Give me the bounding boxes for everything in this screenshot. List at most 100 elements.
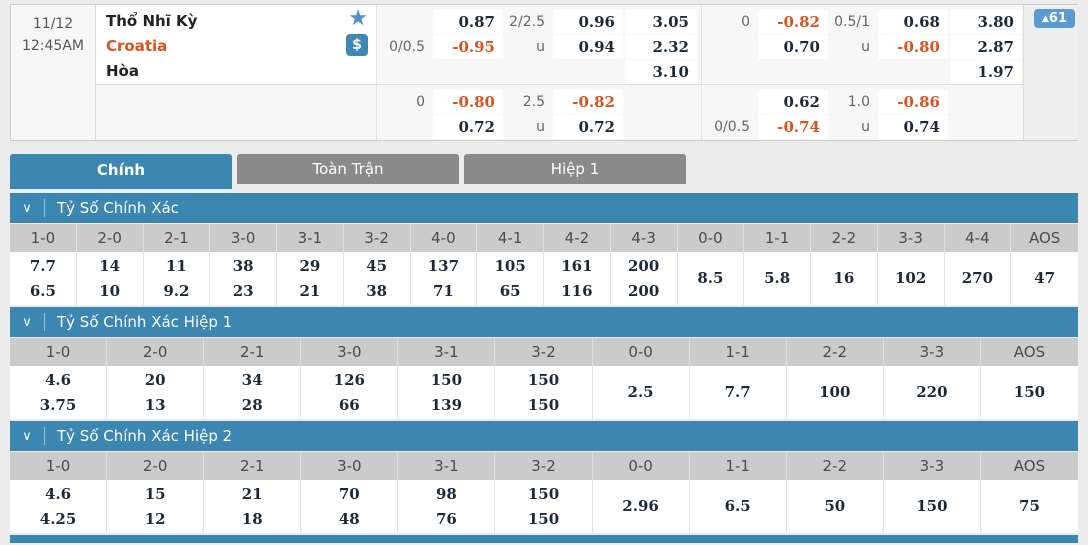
score-odds-cell[interactable]: 270 bbox=[944, 252, 1012, 305]
odds-value: 7.7 bbox=[29, 256, 56, 275]
section-header[interactable]: ∨ Tỷ Số Chính Xác Hiệp 1 bbox=[10, 307, 1078, 337]
score-odds-cell[interactable]: 100 bbox=[786, 366, 884, 419]
odds-value: 200 bbox=[627, 281, 660, 300]
score-odds-cell[interactable]: 8.5 bbox=[677, 252, 745, 305]
odds-value: 21 bbox=[299, 281, 321, 300]
odds-value: 21 bbox=[241, 484, 263, 503]
over-under-odds[interactable]: -0.80 bbox=[878, 34, 948, 59]
score-odds-cell[interactable]: 150 150 bbox=[495, 480, 593, 533]
handicap-label: 0/0.5 bbox=[714, 118, 750, 135]
score-odds-cell[interactable]: 34 28 bbox=[204, 366, 302, 419]
over-under-label: u bbox=[861, 38, 870, 55]
score-odds-cell[interactable]: 16 bbox=[811, 252, 878, 305]
one-x-two-odds[interactable]: 3.80 bbox=[950, 9, 1022, 34]
score-odds-cell[interactable]: 137 71 bbox=[410, 252, 478, 305]
score-odds-cell[interactable]: 161 116 bbox=[544, 252, 611, 305]
score-odds-cell[interactable]: 75 bbox=[980, 480, 1078, 533]
score-col-header: 3-2 bbox=[343, 224, 411, 252]
over-under-label: u bbox=[536, 118, 545, 135]
handicap-odds[interactable]: -0.74 bbox=[758, 114, 828, 139]
score-odds-cell[interactable]: 98 76 bbox=[398, 480, 496, 533]
home-team[interactable]: Thổ Nhĩ Kỳ bbox=[106, 12, 198, 30]
chevron-down-icon[interactable]: ∨ bbox=[22, 200, 32, 216]
score-odds-cell[interactable]: 38 23 bbox=[210, 252, 277, 305]
score-odds-cell[interactable]: 7.7 bbox=[689, 366, 787, 419]
section-header[interactable]: ∨ Tỷ Số Chính Xác bbox=[10, 193, 1078, 223]
score-odds-cell[interactable]: 150 bbox=[980, 366, 1078, 419]
score-value-row: 4.6 4.25 15 12 21 18 70 48 98 76 150 150 2.96 6.5 50 15… bbox=[10, 480, 1078, 533]
odds-value: 23 bbox=[232, 281, 254, 300]
score-odds-cell[interactable]: 20 13 bbox=[107, 366, 205, 419]
match-main: Thổ Nhĩ Kỳ Croatia Hòa ★ $ 0.87 2/2.5 0.96… bbox=[96, 5, 1023, 140]
handicap-odds[interactable]: -0.95 bbox=[433, 34, 503, 59]
score-odds-cell[interactable]: 200 200 bbox=[610, 252, 678, 305]
score-odds-cell[interactable]: 2.96 bbox=[592, 480, 690, 533]
score-odds-cell[interactable]: 5.8 bbox=[744, 252, 811, 305]
one-x-two-odds[interactable]: 1.97 bbox=[950, 59, 1022, 84]
score-odds-cell[interactable]: 4.6 4.25 bbox=[10, 480, 108, 533]
score-odds-cell[interactable]: 150 150 bbox=[495, 366, 593, 419]
odds-row: 0/0.5 -0.74 u 0.74 bbox=[702, 114, 1023, 139]
chevron-down-icon[interactable]: ∨ bbox=[22, 428, 32, 444]
odds-value: 4.25 bbox=[39, 509, 77, 528]
score-odds-cell[interactable]: 105 65 bbox=[477, 252, 544, 305]
odds-value: 102 bbox=[894, 269, 927, 287]
odds-value: 137 bbox=[427, 256, 460, 275]
score-odds-cell[interactable]: 29 21 bbox=[277, 252, 344, 305]
score-odds-cell[interactable]: 7.7 6.5 bbox=[10, 252, 77, 305]
handicap-odds[interactable]: 0.70 bbox=[758, 34, 828, 59]
over-under-odds[interactable]: -0.82 bbox=[553, 89, 623, 114]
handicap-odds[interactable]: -0.82 bbox=[758, 9, 828, 34]
one-x-two-odds[interactable]: 2.87 bbox=[950, 34, 1022, 59]
handicap-odds[interactable]: 0.87 bbox=[433, 9, 503, 34]
over-under-odds[interactable]: 0.96 bbox=[553, 9, 623, 34]
score-col-header: 0-0 bbox=[592, 452, 690, 480]
odds-value: 14 bbox=[99, 256, 121, 275]
handicap-odds[interactable]: 0.72 bbox=[433, 114, 503, 139]
score-header-row: 1-0 2-0 2-1 3-0 3-1 3-2 0-0 1-1 2-2 3-3 AOS bbox=[10, 338, 1078, 366]
tab-chinh[interactable]: Chính bbox=[10, 154, 232, 189]
odds-change-badge[interactable]: ▲61 bbox=[1033, 9, 1075, 28]
score-odds-cell[interactable]: 220 bbox=[883, 366, 981, 419]
score-odds-cell[interactable]: 47 bbox=[1011, 252, 1078, 305]
favorite-star-icon[interactable]: ★ bbox=[348, 6, 368, 31]
one-x-two-odds[interactable]: 2.32 bbox=[625, 34, 697, 59]
score-odds-cell[interactable]: 45 38 bbox=[343, 252, 411, 305]
odds-row: 0.70 u -0.80 2.87 bbox=[702, 34, 1023, 59]
score-odds-cell[interactable]: 150 bbox=[883, 480, 981, 533]
over-under-odds[interactable]: -0.86 bbox=[878, 89, 948, 114]
score-odds-cell[interactable]: 2.5 bbox=[592, 366, 690, 419]
over-under-odds[interactable]: 0.74 bbox=[878, 114, 948, 139]
score-col-header: 1-0 bbox=[10, 338, 108, 366]
away-team[interactable]: Croatia bbox=[106, 37, 168, 55]
score-value-row: 7.7 6.5 14 10 11 9.2 38 23 29 21 45 38 137 71 105 65 161… bbox=[10, 252, 1078, 305]
score-odds-cell[interactable]: 50 bbox=[786, 480, 884, 533]
tab-hiep-1[interactable]: Hiệp 1 bbox=[464, 154, 686, 184]
one-x-two-odds[interactable]: 3.05 bbox=[625, 9, 697, 34]
over-under-odds[interactable]: 0.72 bbox=[553, 114, 623, 139]
section-header[interactable]: ∨ Tỷ Số Chính Xác Hiệp 2 bbox=[10, 421, 1078, 451]
odds-value: 48 bbox=[338, 509, 360, 528]
score-odds-cell[interactable]: 11 9.2 bbox=[143, 252, 211, 305]
one-x-two-odds[interactable]: 3.10 bbox=[625, 59, 697, 84]
over-under-odds[interactable]: 0.68 bbox=[878, 9, 948, 34]
chevron-down-icon[interactable]: ∨ bbox=[22, 314, 32, 330]
score-odds-cell[interactable]: 102 bbox=[877, 252, 945, 305]
score-odds-cell[interactable]: 21 18 bbox=[204, 480, 302, 533]
score-odds-cell[interactable]: 4.6 3.75 bbox=[10, 366, 108, 419]
score-odds-cell[interactable]: 14 10 bbox=[76, 252, 144, 305]
score-odds-cell[interactable]: 150 139 bbox=[398, 366, 496, 419]
handicap-label: 0 bbox=[416, 93, 425, 110]
score-odds-cell[interactable]: 126 66 bbox=[301, 366, 399, 419]
score-odds-cell[interactable]: 70 48 bbox=[301, 480, 399, 533]
score-odds-cell[interactable]: 6.5 bbox=[689, 480, 787, 533]
tab-toan-tran[interactable]: Toàn Trận bbox=[237, 154, 459, 184]
over-under-label: 0.5/1 bbox=[834, 13, 870, 30]
over-under-odds[interactable]: 0.94 bbox=[553, 34, 623, 59]
handicap-odds[interactable]: 0.62 bbox=[758, 89, 828, 114]
section-header-partial[interactable] bbox=[10, 535, 1078, 543]
score-odds-cell[interactable]: 15 12 bbox=[107, 480, 205, 533]
handicap-odds[interactable]: -0.80 bbox=[433, 89, 503, 114]
dollar-icon[interactable]: $ bbox=[346, 34, 368, 56]
one-x-two-odds bbox=[950, 90, 1022, 114]
